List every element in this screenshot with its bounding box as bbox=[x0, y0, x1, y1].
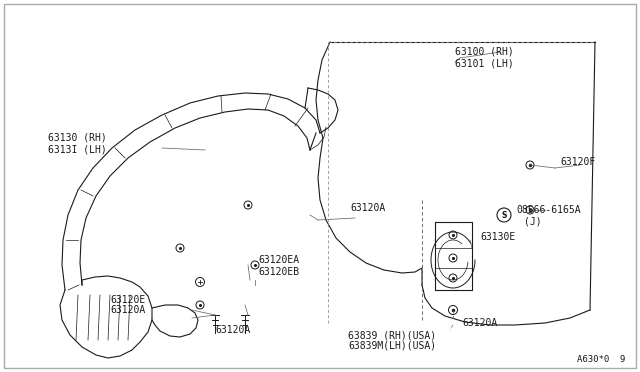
Text: 6313I (LH): 6313I (LH) bbox=[48, 145, 107, 155]
Text: 63839M(LH)(USA): 63839M(LH)(USA) bbox=[348, 340, 436, 350]
Text: S: S bbox=[501, 211, 507, 219]
Text: 63130E: 63130E bbox=[480, 232, 515, 242]
Text: A630*0  9: A630*0 9 bbox=[577, 356, 625, 365]
Text: 63120A: 63120A bbox=[110, 305, 145, 315]
Text: 63120A: 63120A bbox=[215, 325, 250, 335]
Text: 63120E: 63120E bbox=[110, 295, 145, 305]
Text: 63130 (RH): 63130 (RH) bbox=[48, 133, 107, 143]
Text: 63120EA: 63120EA bbox=[258, 255, 299, 265]
Text: 63120A: 63120A bbox=[350, 203, 385, 213]
Text: 63120A: 63120A bbox=[462, 318, 497, 328]
Text: 63100 (RH): 63100 (RH) bbox=[455, 47, 514, 57]
Text: (J): (J) bbox=[524, 217, 541, 227]
Text: 63120EB: 63120EB bbox=[258, 267, 299, 277]
Text: 63839 (RH)(USA): 63839 (RH)(USA) bbox=[348, 330, 436, 340]
Text: 08566-6165A: 08566-6165A bbox=[516, 205, 580, 215]
Text: 63120F: 63120F bbox=[560, 157, 595, 167]
Text: 63101 (LH): 63101 (LH) bbox=[455, 58, 514, 68]
